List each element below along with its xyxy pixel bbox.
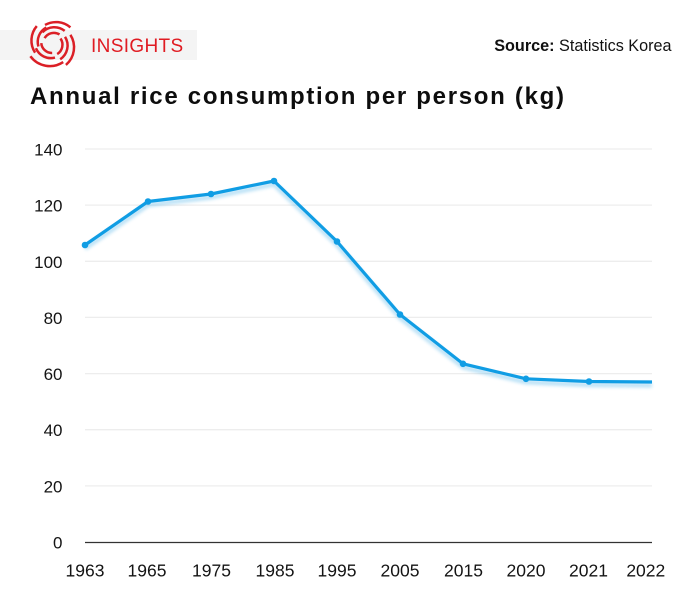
svg-text:60: 60 — [44, 365, 63, 384]
svg-text:2020: 2020 — [507, 561, 546, 581]
svg-text:1963: 1963 — [66, 561, 105, 581]
svg-text:120: 120 — [34, 197, 62, 216]
svg-text:2022: 2022 — [626, 561, 665, 581]
svg-text:1985: 1985 — [256, 561, 295, 581]
svg-text:1965: 1965 — [128, 561, 167, 581]
svg-text:80: 80 — [44, 309, 63, 328]
svg-text:1975: 1975 — [192, 561, 231, 581]
svg-text:0: 0 — [53, 534, 62, 553]
svg-text:2015: 2015 — [444, 561, 483, 581]
svg-text:1995: 1995 — [318, 561, 357, 581]
svg-text:140: 140 — [34, 141, 62, 160]
svg-text:20: 20 — [44, 477, 63, 496]
svg-text:100: 100 — [34, 253, 62, 272]
svg-text:40: 40 — [44, 421, 63, 440]
svg-text:2005: 2005 — [381, 561, 420, 581]
svg-text:2021: 2021 — [569, 561, 608, 581]
